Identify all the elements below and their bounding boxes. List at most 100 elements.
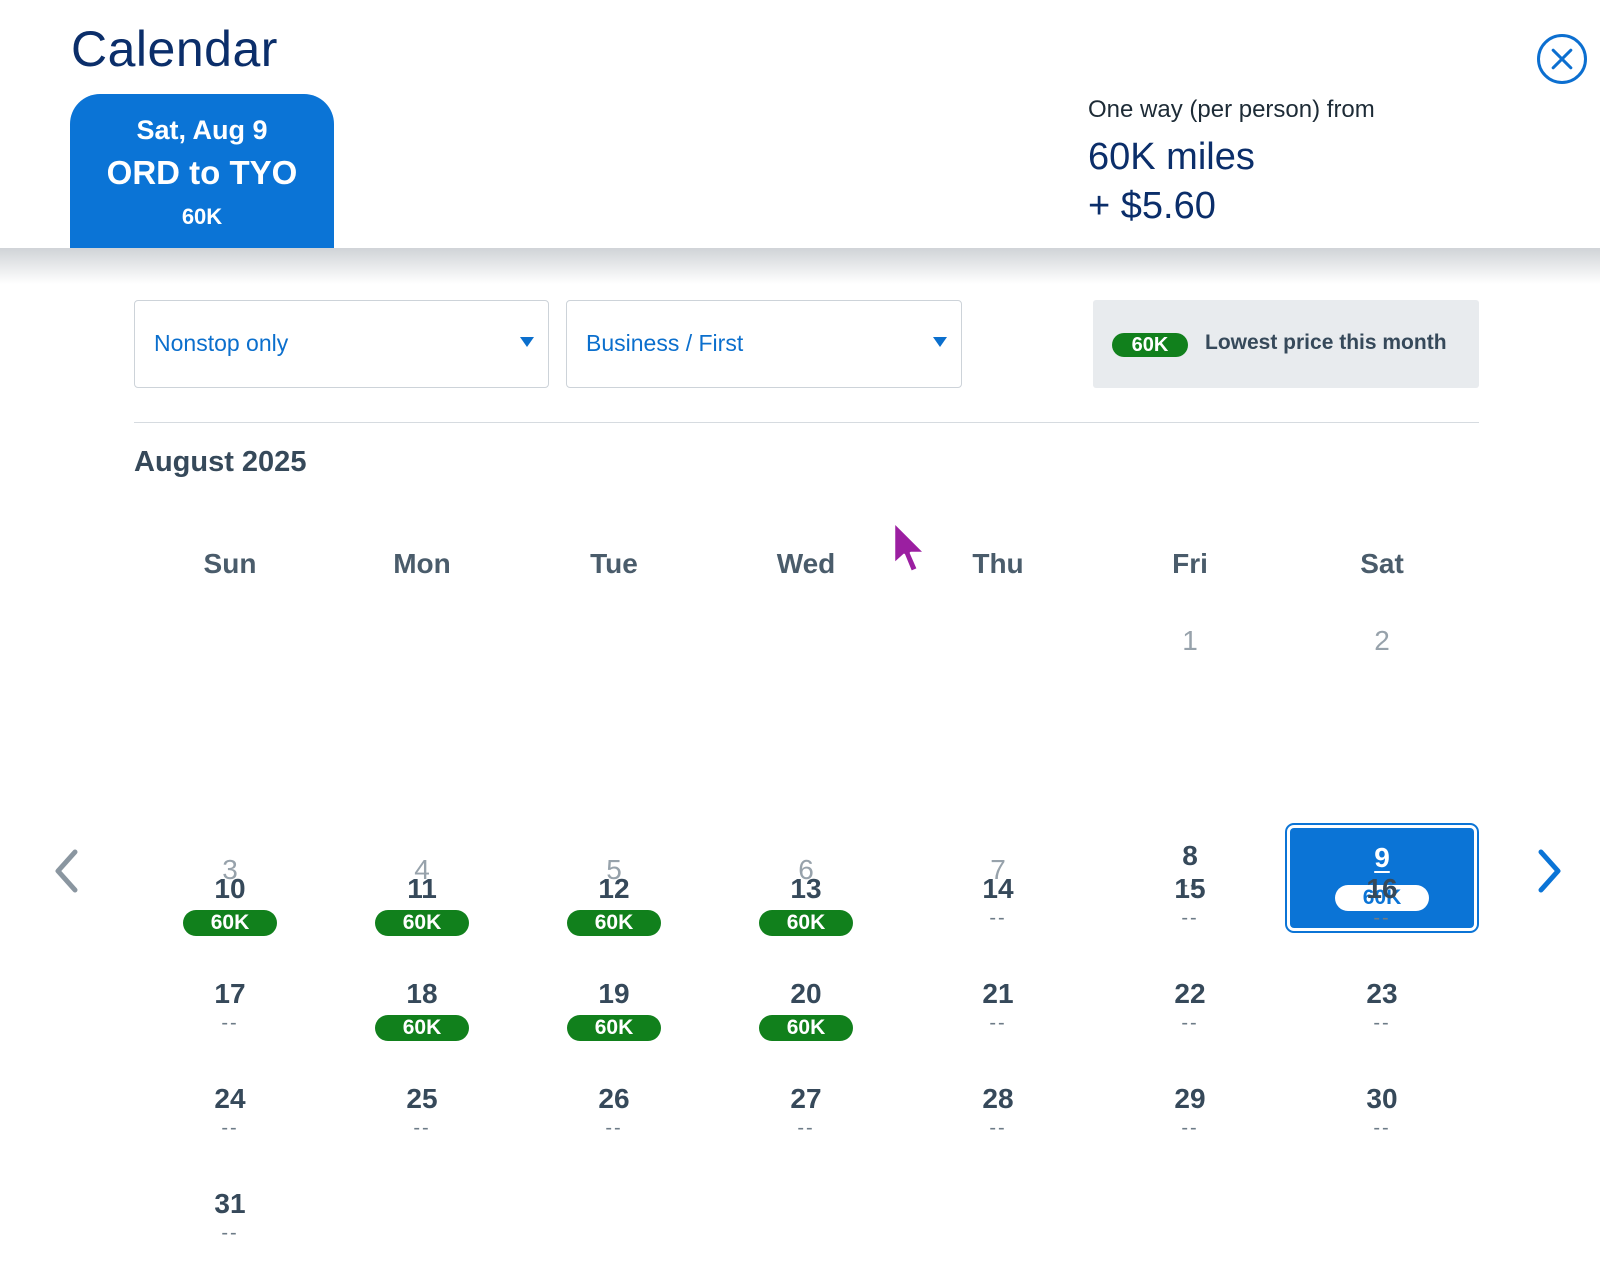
day-number: 23 [1366,978,1398,1009]
day-number: 10 [214,873,246,904]
fare-cash: + $5.60 [1088,185,1216,227]
day-price-pill: 60K [183,910,277,936]
calendar-day[interactable]: 28 -- [902,1068,1094,1173]
calendar-day[interactable]: 11 60K [326,858,518,963]
day-number: 8 [1182,840,1198,871]
calendar-day[interactable]: 20 60K [710,963,902,1068]
calendar-day[interactable]: 17 -- [134,963,326,1068]
prev-month-button[interactable] [48,846,88,896]
day-price-unavailable: -- [989,907,1007,929]
weekday-header: Thu [972,548,1024,579]
day-number: 19 [598,978,630,1009]
chevron-right-icon [1538,849,1561,893]
day-number: 31 [214,1188,246,1219]
trip-price: 60K [181,204,223,229]
day-price-unavailable: -- [989,1117,1007,1139]
day-number: 12 [598,873,630,904]
calendar-day[interactable]: 26 -- [518,1068,710,1173]
day-price-unavailable: -- [1181,907,1199,929]
calendar-day: 6 [710,810,902,915]
weekday-header: Wed [776,548,836,579]
calendar-day[interactable]: 27 -- [710,1068,902,1173]
calendar-day[interactable]: 30 -- [1286,1068,1478,1173]
calendar-day[interactable]: 25 -- [326,1068,518,1173]
calendar-day[interactable]: 14 -- [902,858,1094,963]
day-price-pill: 60K [375,910,469,936]
calendar-day[interactable]: 18 60K [326,963,518,1068]
calendar-day: 3 [134,810,326,915]
day-price-unavailable: -- [989,1012,1007,1034]
day-number: 28 [982,1083,1014,1114]
calendar-day[interactable]: 22 -- [1094,963,1286,1068]
day-number: 3 [222,854,238,885]
stops-select-value: Nonstop only [154,330,289,356]
calendar-day: 7 [902,810,1094,915]
stops-select[interactable]: Nonstop only [134,300,549,388]
day-price-pill: 60K [759,1015,853,1041]
cabin-select-value: Business / First [586,330,744,356]
day-price-pill: 60K [759,910,853,936]
header-shadow [0,248,1600,284]
day-number: 30 [1366,1083,1398,1114]
day-price-unavailable: -- [1181,1117,1199,1139]
day-number: 6 [798,854,814,885]
cabin-select[interactable]: Business / First [566,300,962,388]
weekday-header: Sun [203,548,257,579]
chevron-left-icon [55,849,78,893]
day-number: 24 [214,1083,246,1114]
weekday-header: Fri [1172,548,1208,579]
day-number: 25 [406,1083,438,1114]
price-legend: 60K Lowest price this month [1093,300,1479,388]
legend-price-pill: 60K [1112,333,1188,357]
day-price-unavailable: -- [413,1117,431,1139]
day-price-unavailable: -- [797,1117,815,1139]
day-number: 26 [598,1083,630,1114]
day-price-pill: 60K [375,1015,469,1041]
calendar-day: 1 [1094,605,1286,710]
day-price-unavailable: -- [1373,1012,1391,1034]
day-number: 13 [790,873,822,904]
day-number: 14 [982,873,1014,904]
weekday-header: Tue [590,548,638,579]
calendar-day[interactable]: 10 60K [134,858,326,963]
day-number: 15 [1174,873,1206,904]
day-number: 4 [414,854,430,885]
calendar-day[interactable]: 12 60K [518,858,710,963]
calendar-day[interactable]: 8 -- [1094,825,1286,930]
calendar-day[interactable]: 15 -- [1094,858,1286,963]
day-price-unavailable: -- [1181,1012,1199,1034]
trip-date: Sat, Aug 9 [136,115,268,145]
weekday-header: Sat [1360,548,1404,579]
calendar-day[interactable]: 31 -- [134,1173,326,1278]
legend-text: Lowest price this month [1205,331,1447,354]
day-price-unavailable: -- [1373,1117,1391,1139]
fare-miles: 60K miles [1088,136,1255,178]
day-number: 18 [406,978,438,1009]
calendar-day[interactable]: 19 60K [518,963,710,1068]
trip-tab[interactable]: Sat, Aug 9 ORD to TYO 60K [70,94,334,248]
next-month-button[interactable] [1528,846,1568,896]
day-price-unavailable: -- [1181,874,1199,896]
day-number: 7 [990,854,1006,885]
calendar-day: 2 [1286,605,1478,710]
day-number: 11 [407,873,437,904]
calendar-day[interactable]: 13 60K [710,858,902,963]
calendar-day[interactable]: 21 -- [902,963,1094,1068]
day-price-pill: 60K [567,1015,661,1041]
day-number: 22 [1174,978,1206,1009]
day-number: 17 [214,978,246,1009]
day-number: 2 [1374,625,1390,656]
calendar-day[interactable]: 16 -- [1286,858,1478,963]
calendar-day[interactable]: 23 -- [1286,963,1478,1068]
calendar-day-selected[interactable]: 9 60K [1285,823,1479,933]
calendar-day[interactable]: 29 -- [1094,1068,1286,1173]
day-number: 9 [1374,842,1390,873]
day-price-pill: 60K [1335,885,1429,911]
mouse-cursor-icon [892,520,927,574]
weekday-header: Mon [393,548,451,579]
day-number: 1 [1182,625,1198,656]
day-number: 21 [982,978,1014,1009]
close-icon[interactable] [1537,34,1587,84]
calendar-day[interactable]: 24 -- [134,1068,326,1173]
day-number: 16 [1366,873,1398,904]
